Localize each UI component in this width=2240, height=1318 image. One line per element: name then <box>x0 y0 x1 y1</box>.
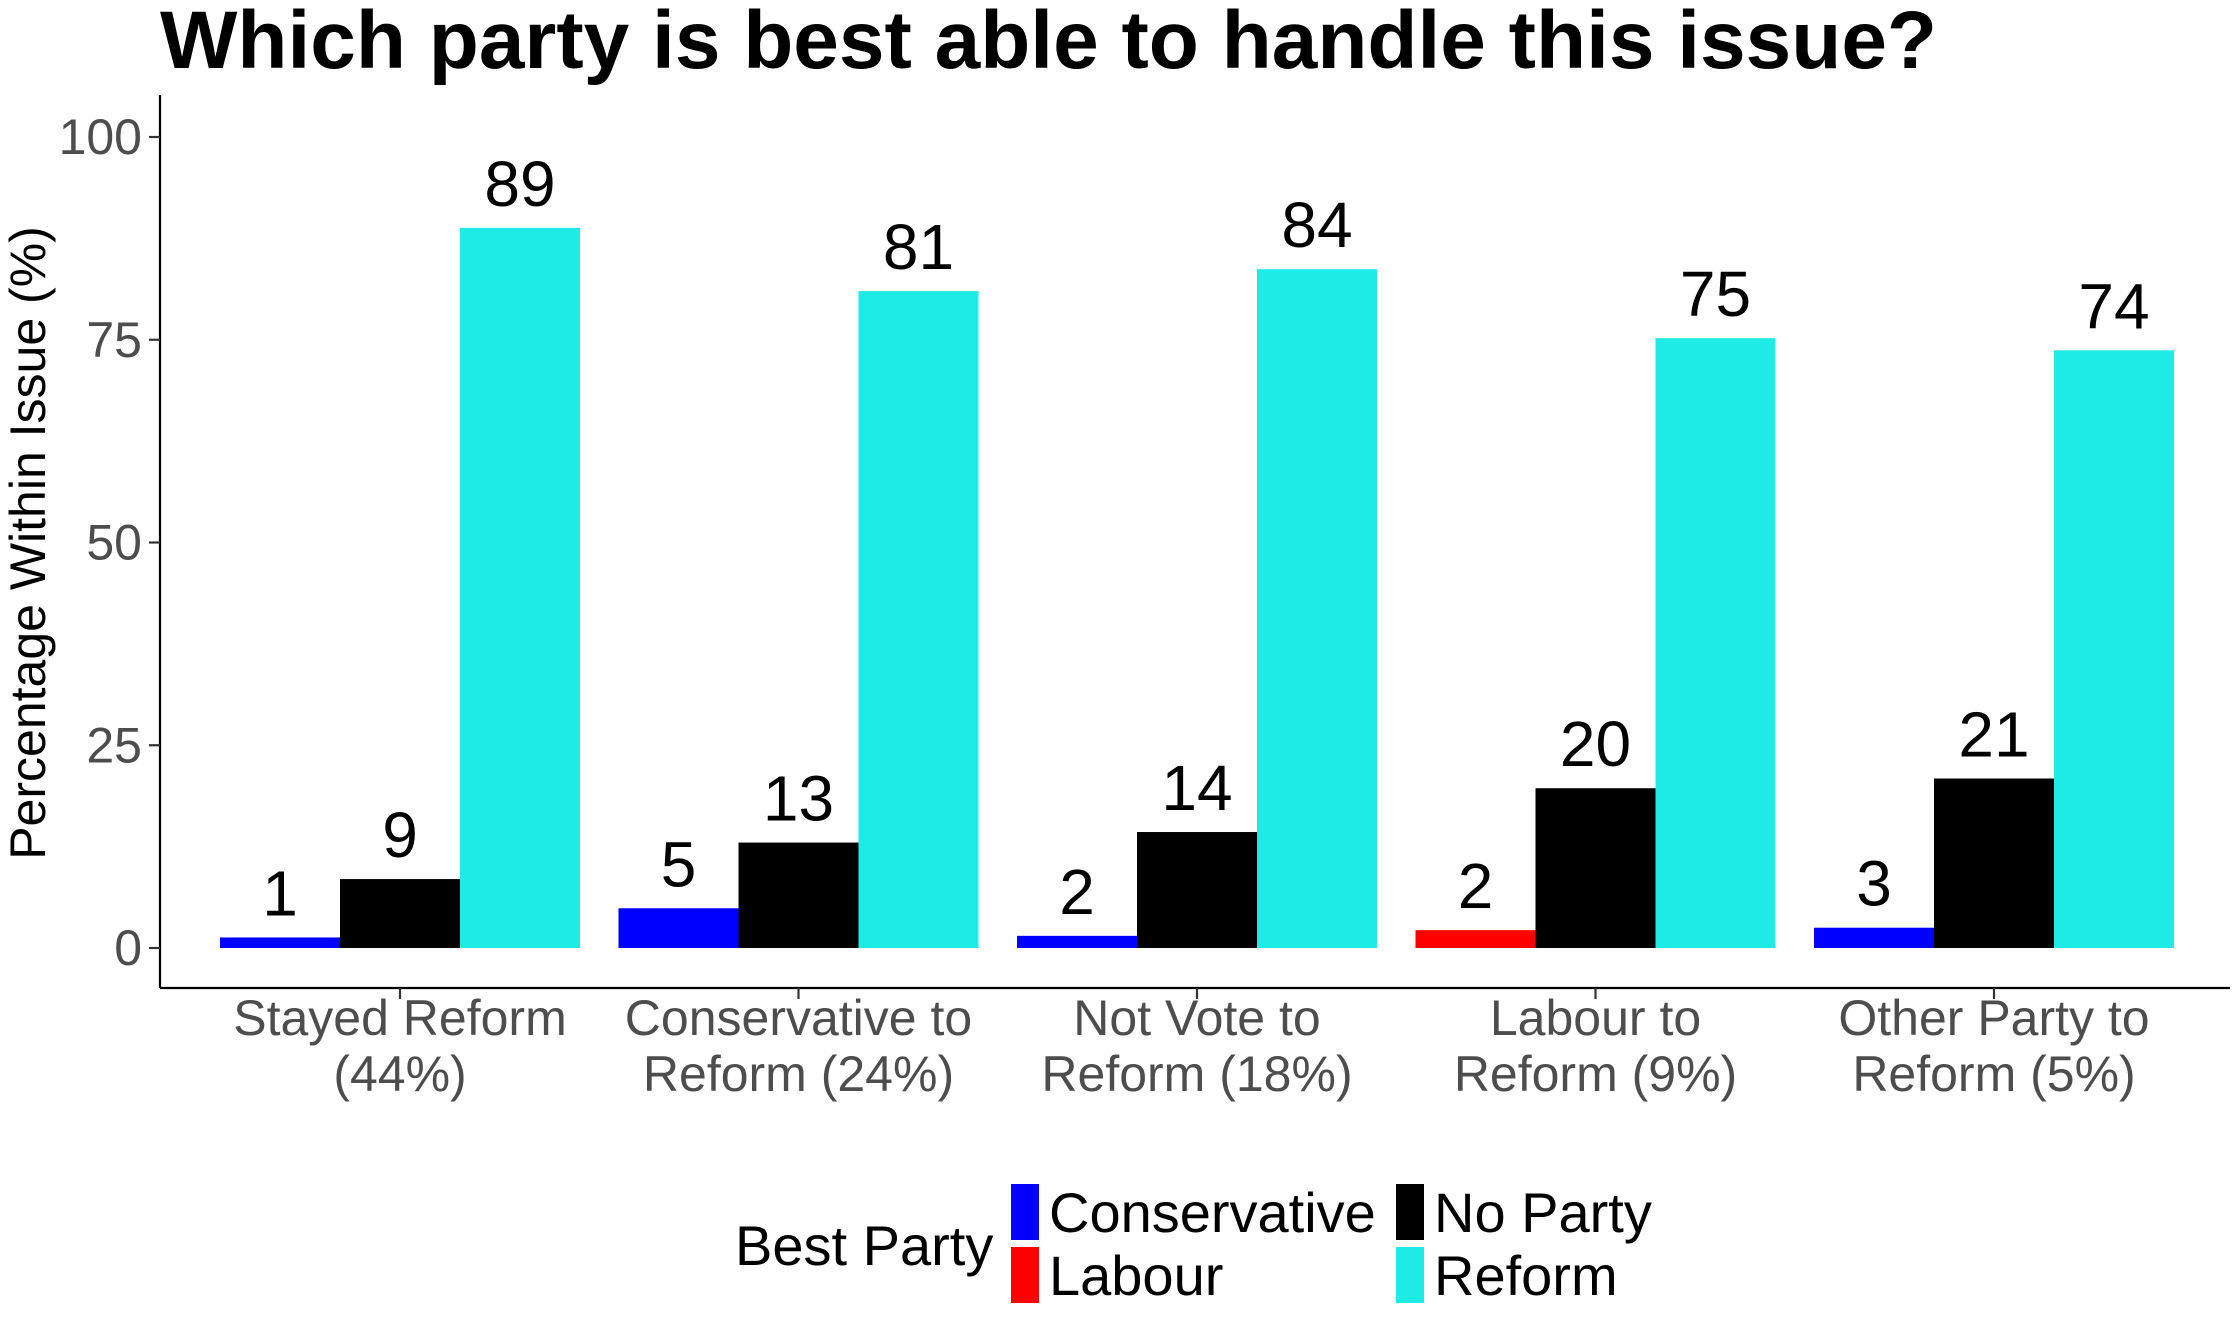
y-tick-label: 100 <box>59 109 142 165</box>
bar-conservative <box>618 908 739 948</box>
legend-label: No Party <box>1434 1181 1652 1244</box>
value-label: 84 <box>1281 189 1352 261</box>
x-category-line: (44%) <box>333 1046 466 1102</box>
bar-no-party <box>1535 788 1656 948</box>
value-label: 74 <box>2078 270 2149 342</box>
value-label: 2 <box>1059 856 1095 928</box>
value-label: 9 <box>382 799 418 871</box>
bar-labour <box>1415 930 1536 948</box>
value-label: 1 <box>262 857 298 929</box>
bar-conservative <box>1017 935 1137 948</box>
legend-item: Reform <box>1396 1244 1618 1307</box>
value-label: 21 <box>1958 699 2029 771</box>
bar-no-party <box>738 842 859 948</box>
y-tick-label: 25 <box>86 717 142 773</box>
x-tick-labels: Stayed Reform (44%)Conservative to Reform … <box>233 990 2149 1102</box>
value-label: 14 <box>1161 752 1232 824</box>
bar-reform <box>460 227 580 948</box>
x-category-label: Stayed Reform (44%) <box>233 990 566 1102</box>
bar-reform <box>858 291 979 949</box>
bar-no-party <box>1137 832 1257 948</box>
x-category-line: Not Vote to <box>1073 990 1320 1046</box>
bar-no-party <box>1934 778 2054 948</box>
bar-reform <box>2054 350 2174 949</box>
x-category-line: Other Party to <box>1838 990 2149 1046</box>
value-label: 75 <box>1680 258 1751 330</box>
legend-swatch <box>1011 1247 1039 1303</box>
legend-label: Labour <box>1049 1244 1223 1307</box>
bar-reform <box>1257 269 1377 948</box>
y-tick-label: 0 <box>114 920 142 976</box>
bars <box>220 227 2174 949</box>
x-category-line: Reform (5%) <box>1852 1046 2135 1102</box>
value-label: 89 <box>484 148 555 220</box>
x-category-line: Reform (9%) <box>1454 1046 1737 1102</box>
x-category-line: Labour to <box>1490 990 1701 1046</box>
axes <box>149 95 2230 999</box>
legend-swatch <box>1011 1184 1039 1240</box>
legend-item: Conservative <box>1011 1181 1376 1244</box>
bar-conservative <box>1814 927 1934 948</box>
y-axis-label: Percentage Within Issue (%) <box>0 226 56 860</box>
legend-swatch <box>1396 1247 1424 1303</box>
legend-title: Best Party <box>735 1214 993 1277</box>
legend-swatch <box>1396 1184 1424 1240</box>
value-labels: 1 9 89 5 13 81 2 14 84 2 20 75 3 21 74 <box>262 148 2149 930</box>
value-label: 3 <box>1856 848 1892 920</box>
x-category-label: Other Party to Reform (5%) <box>1838 990 2149 1102</box>
value-label: 5 <box>661 828 697 900</box>
y-tick-label: 75 <box>86 312 142 368</box>
chart-title: Which party is best able to handle this … <box>160 0 1937 86</box>
value-label: 20 <box>1560 708 1631 780</box>
x-category-label: Labour to Reform (9%) <box>1454 990 1737 1102</box>
x-category-label: Not Vote to Reform (18%) <box>1041 990 1352 1102</box>
x-category-label: Conservative to Reform (24%) <box>625 990 972 1102</box>
bar-reform <box>1655 338 1776 948</box>
bar-no-party <box>340 879 460 948</box>
legend-item: Labour <box>1011 1244 1223 1307</box>
y-tick-labels: 0 25 50 75 100 <box>59 109 142 976</box>
x-category-line: Conservative to <box>625 990 972 1046</box>
y-tick-label: 50 <box>86 515 142 571</box>
legend-label: Conservative <box>1049 1181 1376 1244</box>
bar-conservative <box>220 937 340 948</box>
value-label: 2 <box>1458 850 1494 922</box>
x-category-line: Reform (18%) <box>1041 1046 1352 1102</box>
x-category-line: Stayed Reform <box>233 990 566 1046</box>
legend-item: No Party <box>1396 1181 1652 1244</box>
value-label: 81 <box>883 211 954 283</box>
x-category-line: Reform (24%) <box>643 1046 954 1102</box>
value-label: 13 <box>763 763 834 835</box>
legend-label: Reform <box>1434 1244 1618 1307</box>
